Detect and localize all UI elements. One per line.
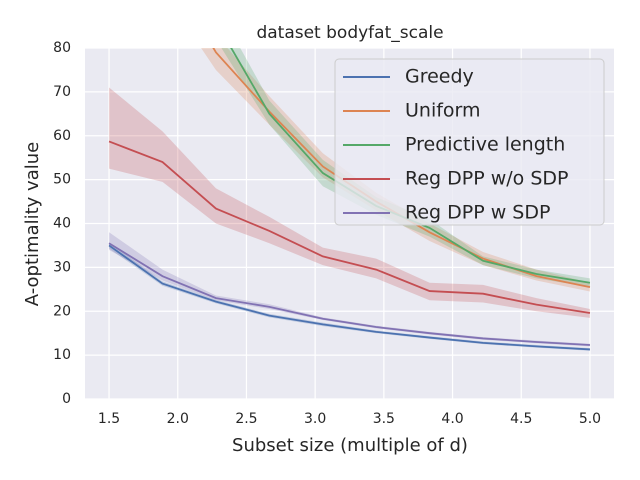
legend-label: Greedy — [405, 66, 474, 88]
confidence-band — [201, 48, 590, 292]
y-tick-label: 60 — [53, 128, 71, 144]
x-tick-label: 2.5 — [235, 411, 257, 427]
x-tick-label: 3.5 — [373, 411, 395, 427]
confidence-band — [109, 87, 590, 318]
legend: Greedy Uniform Predictive length Reg DPP w/… — [334, 58, 605, 226]
x-tick-label: 4.5 — [510, 411, 532, 427]
x-tick-label: 2.0 — [167, 411, 189, 427]
y-tick-label: 10 — [53, 347, 71, 363]
x-tick-label: 5.0 — [579, 411, 601, 427]
x-tick-label: 3.0 — [304, 411, 326, 427]
x-tick-label: 1.5 — [98, 411, 120, 427]
marks — [108, 48, 591, 351]
y-tick-label: 30 — [53, 259, 71, 275]
series-line — [108, 242, 591, 346]
legend-label: Reg DPP w/o SDP — [405, 168, 568, 190]
series-line — [108, 244, 591, 351]
y-tick-label: 70 — [53, 84, 71, 100]
legend-label: Predictive length — [405, 134, 565, 156]
legend-label: Uniform — [405, 100, 481, 122]
y-tick-label: 50 — [53, 172, 71, 188]
legend-label: Reg DPP w SDP — [405, 202, 550, 224]
y-axis-label: A-optimality value — [22, 142, 43, 306]
y-tick-label: 80 — [53, 40, 71, 56]
chart-title: dataset bodyfat_scale — [256, 23, 443, 43]
y-tick-label: 20 — [53, 303, 71, 319]
x-axis-label: Subset size (multiple of d) — [232, 435, 468, 456]
y-tick-label: 40 — [53, 216, 71, 232]
series-line — [108, 140, 591, 314]
x-tick-label: 4.0 — [441, 411, 463, 427]
legend-box — [334, 58, 605, 226]
y-tick-label: 0 — [62, 391, 71, 407]
confidence-band — [109, 242, 590, 351]
